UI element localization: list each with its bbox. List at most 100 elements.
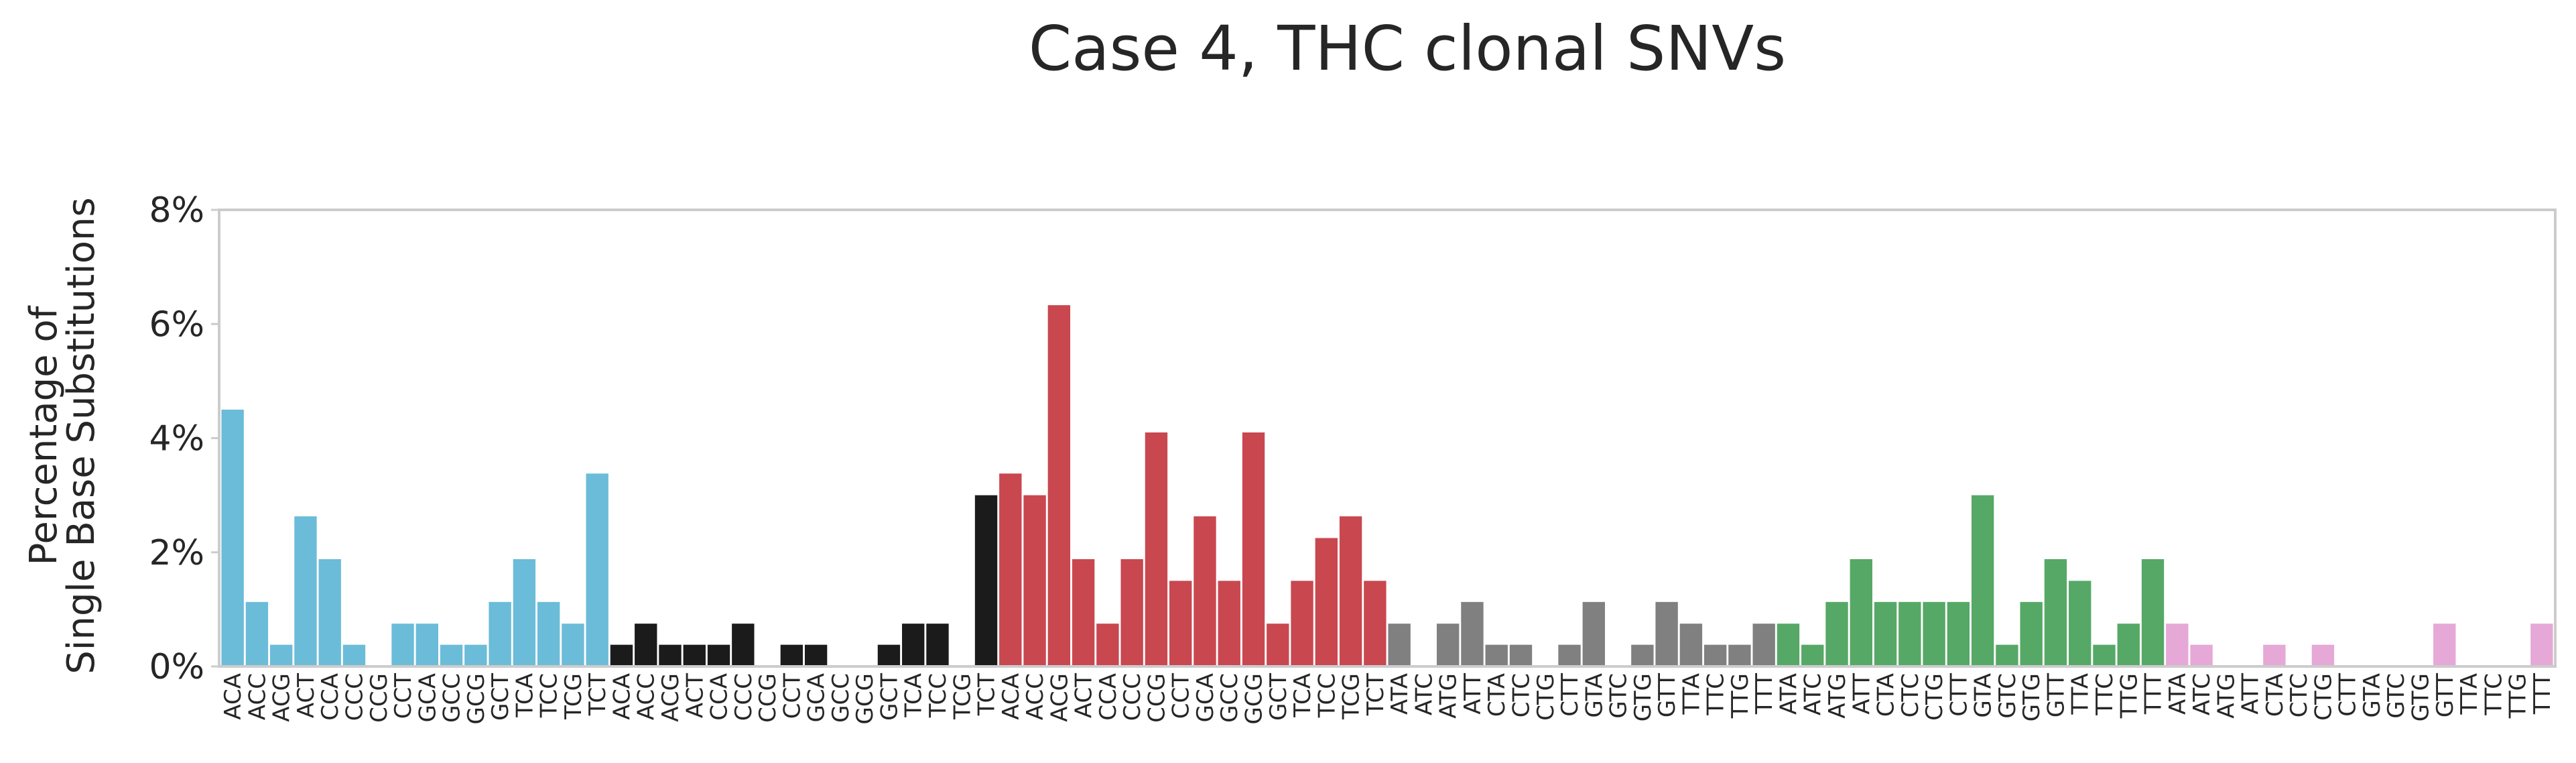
- x-tick-label: CTC: [1508, 673, 1535, 717]
- x-axis-ticks: ACAACCACGACTCCACCCCCGCCTGCAGCCGCGGCTTCAT…: [220, 673, 2556, 725]
- bar-gca-group-1: [415, 624, 438, 666]
- x-tick-label: GTC: [2383, 673, 2410, 719]
- x-tick-label: ATG: [1435, 673, 1462, 719]
- x-tick-label: TTC: [2480, 673, 2507, 716]
- x-tick-label: CCC: [1119, 673, 1146, 721]
- bar-ata-group-5: [1777, 624, 1800, 666]
- bar-ccc-group-3: [1120, 559, 1143, 666]
- x-tick-label: GTT: [1654, 673, 1681, 717]
- x-tick-label: TTT: [1751, 673, 1778, 715]
- x-tick-label: ACG: [269, 673, 296, 722]
- x-tick-label: ATT: [2238, 673, 2264, 715]
- bar-ccg-group-3: [1145, 432, 1168, 666]
- x-tick-label: ACA: [608, 673, 635, 720]
- bar-gca-group-3: [1194, 516, 1216, 666]
- x-tick-label: TTG: [2116, 673, 2142, 719]
- x-tick-label: ATG: [2213, 673, 2240, 719]
- x-tick-label: CCT: [390, 673, 417, 719]
- x-tick-label: CTG: [1533, 673, 1559, 721]
- bar-gta-group-5: [1971, 495, 1994, 667]
- x-tick-label: GTA: [1970, 673, 1997, 718]
- bar-atc-group-5: [1801, 644, 1824, 666]
- bar-cct-group-3: [1169, 581, 1192, 666]
- x-tick-label: ATC: [2189, 673, 2215, 715]
- bar-tcg-group-1: [562, 624, 584, 666]
- bar-aca-group-2: [610, 644, 633, 666]
- bar-ttc-group-5: [2093, 644, 2116, 666]
- x-tick-label: TTC: [1703, 673, 1730, 716]
- x-tick-label: CCT: [1168, 673, 1195, 719]
- x-tick-label: TCG: [560, 673, 587, 720]
- x-tick-label: ACC: [633, 673, 660, 720]
- x-tick-label: CTA: [1484, 673, 1510, 717]
- bar-cct-group-2: [780, 644, 803, 666]
- y-axis-label-line-1: Percentage of: [22, 305, 66, 565]
- x-tick-label: GTT: [2432, 673, 2459, 717]
- bar-gtt-group-6: [2433, 624, 2456, 666]
- bar-cta-group-6: [2263, 644, 2286, 666]
- x-tick-label: ATC: [1800, 673, 1827, 715]
- x-tick-label: CCG: [366, 673, 393, 723]
- x-tick-label: CCC: [730, 673, 757, 721]
- bar-tca-group-2: [902, 624, 925, 666]
- x-tick-label: CCG: [755, 673, 781, 723]
- bar-acc-group-1: [245, 601, 269, 666]
- bar-gta-group-4: [1582, 601, 1605, 666]
- bar-acc-group-3: [1023, 495, 1046, 667]
- bar-tta-group-4: [1679, 624, 1703, 666]
- x-tick-label: CCA: [706, 673, 733, 721]
- x-tick-label: GTA: [2359, 673, 2386, 718]
- bar-acg-group-1: [269, 644, 293, 666]
- x-tick-label: TCT: [1362, 673, 1389, 717]
- bar-atg-group-4: [1436, 624, 1460, 666]
- bar-gct-group-1: [489, 601, 511, 666]
- x-tick-label: GCC: [439, 673, 466, 723]
- bar-ttc-group-4: [1703, 644, 1727, 666]
- bar-ccc-group-1: [342, 644, 366, 666]
- bar-ctt-group-4: [1558, 644, 1581, 666]
- x-tick-label: TCG: [1338, 673, 1365, 720]
- x-tick-label: ACG: [657, 673, 684, 722]
- x-tick-label: CTG: [2310, 673, 2337, 721]
- y-axis-label: Percentage of Single Base Substitutions: [22, 197, 103, 674]
- x-tick-label: TTA: [2067, 673, 2094, 715]
- x-tick-label: TCC: [536, 673, 563, 718]
- chart-title: Case 4, THC clonal SNVs: [1029, 13, 1786, 84]
- bar-gct-group-3: [1267, 624, 1289, 666]
- bar-gct-group-2: [877, 644, 901, 666]
- x-tick-label: CCA: [1095, 673, 1122, 721]
- x-tick-label: TCA: [1289, 673, 1316, 718]
- bar-ctc-group-4: [1509, 644, 1533, 666]
- bar-tcg-group-3: [1339, 516, 1362, 666]
- x-tick-label: GTG: [2408, 673, 2435, 721]
- bar-gca-group-2: [804, 644, 828, 666]
- bar-cca-group-1: [318, 559, 341, 666]
- bar-atc-group-6: [2190, 644, 2213, 666]
- x-tick-label: ACA: [998, 673, 1025, 720]
- x-tick-label: TCT: [584, 673, 611, 717]
- x-tick-label: ATA: [1775, 673, 1802, 715]
- bar-aca-group-3: [999, 473, 1022, 666]
- x-tick-label: CTG: [1921, 673, 1948, 721]
- x-tick-label: CTT: [1945, 673, 1972, 717]
- bar-act-group-3: [1072, 559, 1095, 666]
- x-tick-label: TTG: [2505, 673, 2532, 719]
- x-tick-label: ACT: [1071, 673, 1098, 718]
- x-tick-label: CTC: [2286, 673, 2313, 717]
- x-tick-label: TCA: [511, 673, 538, 718]
- x-tick-label: GCA: [1192, 673, 1219, 722]
- bar-ata-group-4: [1388, 624, 1411, 666]
- bar-ttg-group-5: [2117, 624, 2140, 666]
- plot-frame: [218, 209, 2557, 668]
- x-tick-label: GCT: [487, 673, 514, 721]
- x-tick-label: ATC: [1411, 673, 1437, 715]
- bar-ata-group-6: [2166, 624, 2189, 666]
- bar-tta-group-5: [2069, 581, 2091, 666]
- bar-ctg-group-6: [2311, 644, 2335, 666]
- x-tick-label: GCA: [803, 673, 830, 722]
- x-tick-label: TCG: [949, 673, 976, 720]
- y-tick-label: 2%: [149, 533, 205, 573]
- x-tick-label: TTA: [1678, 673, 1705, 715]
- x-tick-label: ACC: [244, 673, 271, 720]
- bar-gtg-group-4: [1631, 644, 1654, 666]
